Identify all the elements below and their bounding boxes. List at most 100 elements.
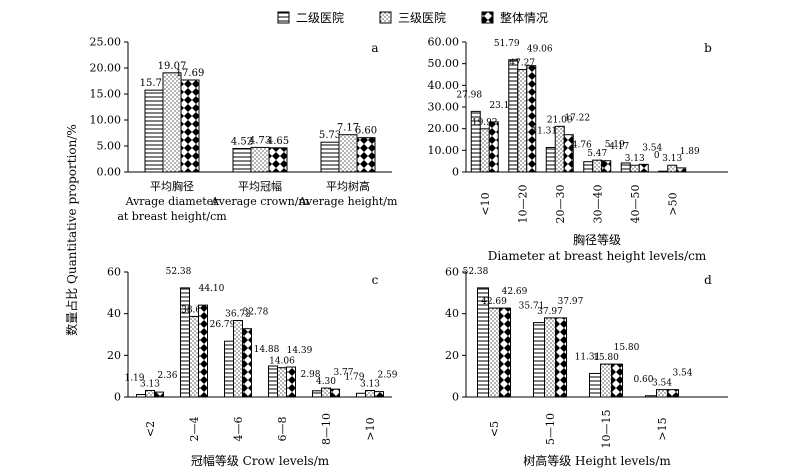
- bar-a-c2-s2: [356, 137, 376, 173]
- panel-letter: c: [372, 273, 379, 287]
- y-tick-label: 5.00: [97, 140, 122, 153]
- bar-b-c2-s2: [563, 134, 574, 173]
- data-label-d-c2-s0: 11.31: [575, 352, 601, 362]
- category-label-a-0-line1: Avrage diameter: [125, 195, 220, 208]
- bar-b-c4-s2: [638, 163, 649, 173]
- bar-d-c3-s0: [645, 395, 657, 398]
- category-label-c-3: 6—8: [276, 417, 289, 442]
- data-label-a-c2-s1: 7.17: [337, 123, 359, 134]
- data-label-d-c0-s0: 52.38: [463, 267, 489, 277]
- data-label-d-c1-s2: 37.97: [558, 297, 584, 307]
- bar-d-c2-s0: [589, 372, 601, 398]
- bar-d-c2-s2: [611, 363, 623, 398]
- bar-d-c2-s1: [600, 363, 612, 398]
- category-label-c-2: 4—6: [232, 417, 245, 442]
- data-label-c-c3-s1: 14.06: [269, 357, 295, 367]
- data-label-b-c3-s2: 5.19: [605, 140, 625, 150]
- data-label-b-c1-s1: 47.27: [509, 59, 535, 69]
- category-label-b-4: 40—50: [629, 185, 642, 224]
- legend-swatch-dots: [379, 11, 392, 24]
- data-label-c-c4-s0: 2.98: [300, 370, 320, 380]
- bar-c-c4-s2: [330, 388, 340, 398]
- bar-b-c5-s1: [667, 164, 678, 173]
- bar-a-c1-s0: [232, 147, 252, 173]
- y-tick-label: 15.00: [90, 88, 122, 101]
- data-label-c-c0-s1: 3.13: [140, 379, 160, 389]
- data-label-b-c1-s2: 49.06: [527, 45, 553, 55]
- bar-a-c0-s0: [144, 89, 164, 173]
- y-tick-label: 20: [107, 349, 121, 362]
- bar-b-c2-s0: [545, 146, 556, 173]
- category-label-b-3: 30—40: [591, 185, 604, 224]
- bar-b-c0-s2: [488, 121, 499, 173]
- y-axis-label: 数量占比 Quantitative proportion/%: [64, 124, 79, 336]
- category-label-b-5: >50: [666, 192, 679, 215]
- bar-d-c0-s1: [488, 307, 500, 398]
- x-axis-title-b-1: Diameter at breast height levels/cm: [488, 249, 707, 263]
- bar-b-c3-s2: [601, 160, 612, 173]
- y-tick-label: 20.00: [90, 62, 122, 75]
- data-label-b-c4-s2: 3.54: [642, 143, 662, 153]
- bar-b-c4-s1: [629, 164, 640, 173]
- bar-d-c0-s2: [499, 307, 511, 398]
- data-label-a-c1-s1: 4.73: [249, 135, 271, 146]
- data-label-a-c1-s0: 4.52: [231, 136, 253, 147]
- data-label-d-c2-s2: 15.80: [614, 343, 640, 353]
- x-axis-title-d-0: 树高等级 Height levels/m: [523, 453, 671, 468]
- data-label-b-c0-s2: 23.11: [489, 101, 515, 111]
- data-label-c-c3-s2: 14.39: [287, 346, 313, 356]
- bar-b-c5-s2: [676, 167, 687, 173]
- bar-c-c4-s0: [312, 390, 322, 398]
- bar-d-c1-s2: [555, 317, 567, 398]
- data-label-d-c1-s0: 35.71: [519, 302, 545, 312]
- data-label-c-c2-s1: 36.72: [225, 310, 251, 320]
- y-tick-label: 10.00: [90, 114, 122, 127]
- bar-b-c3-s0: [583, 161, 594, 173]
- chart-panel-a: 0.00 5.00 10.00 15.00 20.00 25.00 a 15.74 19.071…: [90, 36, 399, 224]
- bar-a-c2-s1: [338, 134, 358, 173]
- legend-swatch-hlines: [277, 11, 290, 24]
- data-label-d-c0-s2: 42.69: [502, 287, 528, 297]
- bar-b-c0-s1: [479, 128, 490, 173]
- legend-label-series-3: 整体情况: [500, 10, 548, 25]
- category-label-c-4: 8—10: [320, 413, 333, 445]
- bar-d-c1-s0: [533, 322, 545, 398]
- bar-c-c1-s1: [189, 315, 199, 398]
- data-label-c-c1-s0: 52.38: [166, 267, 192, 277]
- category-label-b-2: 20—30: [554, 185, 567, 224]
- data-label-d-c3-s1: 3.54: [652, 379, 672, 389]
- category-label-c-1: 2—4: [188, 417, 201, 442]
- bar-b-c4-s0: [620, 162, 631, 173]
- data-label-b-c2-s0: 11.31: [531, 126, 557, 136]
- y-tick-label: 30.00: [428, 101, 460, 114]
- bar-a-c2-s0: [320, 141, 340, 173]
- data-label-c-c1-s1: 38.67: [181, 305, 207, 315]
- bar-c-c1-s2: [198, 304, 208, 398]
- bar-c-c2-s2: [242, 328, 252, 398]
- data-label-b-c3-s0: 4.76: [572, 141, 592, 151]
- panel-letter: a: [371, 41, 378, 55]
- category-label-d-0: <5: [488, 421, 501, 437]
- bar-b-c1-s0: [508, 59, 519, 173]
- data-label-b-c2-s2: 17.22: [564, 114, 590, 124]
- bar-c-c3-s1: [277, 367, 287, 398]
- data-label-a-c0-s1: 19.07: [158, 61, 187, 72]
- bar-c-c3-s2: [286, 366, 296, 398]
- y-tick-label: 0: [452, 166, 459, 179]
- bar-a-c0-s1: [162, 72, 182, 173]
- data-label-c-c2-s0: 26.79: [210, 320, 236, 330]
- data-label-a-c2-s2: 6.60: [355, 126, 377, 137]
- bar-d-c1-s1: [544, 317, 556, 398]
- data-label-b-c0-s0: 27.98: [456, 90, 482, 100]
- bar-c-c5-s1: [365, 389, 375, 398]
- y-tick-label: 50.00: [428, 57, 460, 70]
- data-label-c-c5-s1: 3.13: [360, 379, 380, 389]
- y-tick-label: 60: [445, 266, 459, 279]
- data-label-b-c2-s1: 21.09: [547, 115, 573, 125]
- data-label-d-c3-s0: 0.60: [633, 375, 653, 385]
- data-label-d-c1-s1: 37.97: [537, 307, 563, 317]
- legend-label-series-1: 二级医院: [296, 11, 344, 25]
- data-label-a-c1-s2: 4.65: [267, 136, 289, 147]
- data-label-b-c3-s1: 5.47: [587, 149, 607, 159]
